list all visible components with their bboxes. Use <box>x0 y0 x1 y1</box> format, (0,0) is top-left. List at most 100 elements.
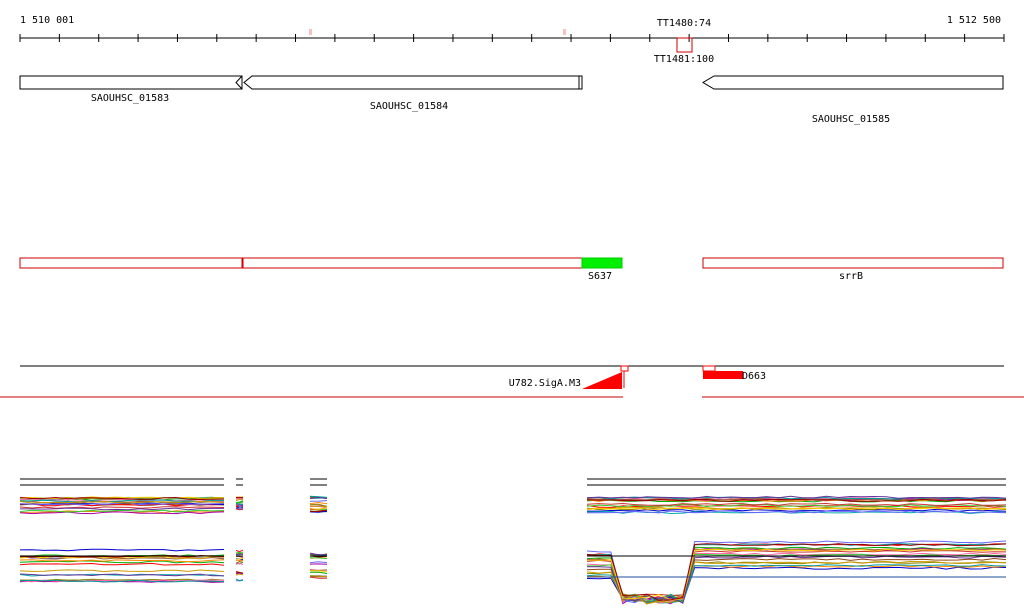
expression-profile <box>309 561 328 564</box>
expression-profile <box>235 502 244 505</box>
expression-profile <box>19 554 225 558</box>
expression-profile <box>19 509 225 513</box>
expression-profile <box>235 572 244 575</box>
expression-profile <box>309 501 328 505</box>
gene-label-saouhsc-01583: SAOUHSC_01583 <box>91 93 169 104</box>
terminator-track: TT1480:74 TT1481:100 <box>654 18 714 65</box>
expression-profile <box>309 507 328 510</box>
ruler-marker <box>309 29 312 35</box>
gene-boundary-glyph <box>235 75 243 90</box>
expression-profile <box>235 506 244 509</box>
expression-profile <box>309 500 328 502</box>
gene-arrow-saouhsc-01585[interactable] <box>702 75 1004 90</box>
expression-profile <box>19 569 225 573</box>
gene-track: SAOUHSC_01583 SAOUHSC_01584 SAOUHSC_0158… <box>19 75 1004 125</box>
expression-profile <box>586 495 1007 499</box>
annotation-box[interactable] <box>242 257 583 269</box>
gene-label-saouhsc-01585: SAOUHSC_01585 <box>812 114 890 125</box>
annotation-srrb[interactable] <box>702 257 1004 269</box>
expression-profile <box>19 562 225 566</box>
expression-profile <box>235 507 244 510</box>
ruler-marker <box>563 29 566 35</box>
terminator-marker[interactable] <box>676 37 693 53</box>
expression-profile <box>309 576 328 579</box>
expression-profile <box>235 571 244 574</box>
expression-profile <box>235 562 244 566</box>
expression-profile <box>587 510 1007 514</box>
feature-label-u782: U782.SigA.M3 <box>509 378 581 389</box>
expression-profile <box>586 548 1007 602</box>
expression-profile <box>235 549 244 553</box>
annotation-label-s637: S637 <box>588 271 612 282</box>
expression-profile <box>19 511 225 515</box>
expression-profile <box>235 553 244 556</box>
expression-profile <box>19 496 225 501</box>
feature-d663-marker[interactable] <box>702 365 716 372</box>
expression-profile <box>309 571 328 574</box>
expression-profile <box>19 559 225 563</box>
gene-arrow-saouhsc-01584[interactable] <box>243 75 583 90</box>
feature-u782-wedge[interactable] <box>582 372 622 389</box>
feature-track: U782.SigA.M3 D663 <box>0 365 1024 398</box>
expression-profile <box>587 508 1007 512</box>
expression-profile <box>309 557 328 560</box>
ruler-end-label: 1 512 500 <box>947 15 1001 26</box>
expression-profile <box>20 507 224 511</box>
expression-profile <box>309 496 328 500</box>
expression-profile <box>586 543 1007 601</box>
expression-profile <box>19 499 225 503</box>
expression-profile <box>586 504 1007 508</box>
expression-profile <box>310 509 328 512</box>
expression-profile <box>20 496 225 500</box>
expression-profile <box>235 497 244 500</box>
gene-label-saouhsc-01584: SAOUHSC_01584 <box>370 101 448 112</box>
expression-profile <box>19 498 225 502</box>
coordinate-ruler: 1 510 001 1 512 500 <box>19 15 1005 42</box>
expression-profile <box>19 573 225 577</box>
expression-profile <box>586 561 1007 604</box>
expression-profile <box>235 551 244 554</box>
expression-profile <box>309 503 328 507</box>
expression-profile <box>235 501 244 504</box>
terminator-label-tt1480: TT1480:74 <box>657 18 711 29</box>
expression-profile <box>309 575 328 577</box>
expression-profile <box>309 552 328 556</box>
expression-profile <box>235 508 244 511</box>
expression-profile <box>235 573 244 576</box>
expression-profile <box>19 506 225 509</box>
expression-profile <box>235 560 244 564</box>
expression-profile <box>586 564 1007 604</box>
expression-profile <box>235 561 244 565</box>
expression-profile <box>309 495 328 498</box>
expression-profile <box>235 558 244 560</box>
expression-profile <box>309 570 328 573</box>
ruler-ticks <box>19 34 1005 42</box>
expression-profile <box>586 555 1007 604</box>
annotation-track: S637 srrB <box>19 257 1004 282</box>
expression-profile <box>19 579 225 583</box>
feature-d663-bar[interactable] <box>703 371 743 379</box>
expression-tracks <box>19 478 1007 605</box>
expression-profile <box>235 552 244 555</box>
annotation-s637[interactable] <box>581 257 623 269</box>
expression-profile <box>309 505 328 508</box>
expression-profile <box>235 578 244 582</box>
expression-profile <box>586 548 1007 601</box>
annotation-label-srrb: srrB <box>839 271 863 282</box>
ruler-start-label: 1 510 001 <box>20 15 74 26</box>
expression-profile <box>586 507 1007 511</box>
terminator-label-tt1481: TT1481:100 <box>654 54 714 65</box>
feature-label-d663: D663 <box>742 371 766 382</box>
gene-arrow-saouhsc-01583[interactable] <box>19 75 243 90</box>
expression-profile <box>586 498 1007 502</box>
expression-profile <box>235 498 244 502</box>
expression-profile <box>19 500 225 504</box>
feature-u782-marker[interactable] <box>620 365 629 372</box>
expression-profile <box>235 500 244 504</box>
expression-profile <box>586 502 1007 506</box>
expression-profile <box>586 560 1007 605</box>
expression-profile <box>19 578 225 582</box>
expression-profile <box>586 550 1007 602</box>
annotation-box[interactable] <box>19 257 243 269</box>
